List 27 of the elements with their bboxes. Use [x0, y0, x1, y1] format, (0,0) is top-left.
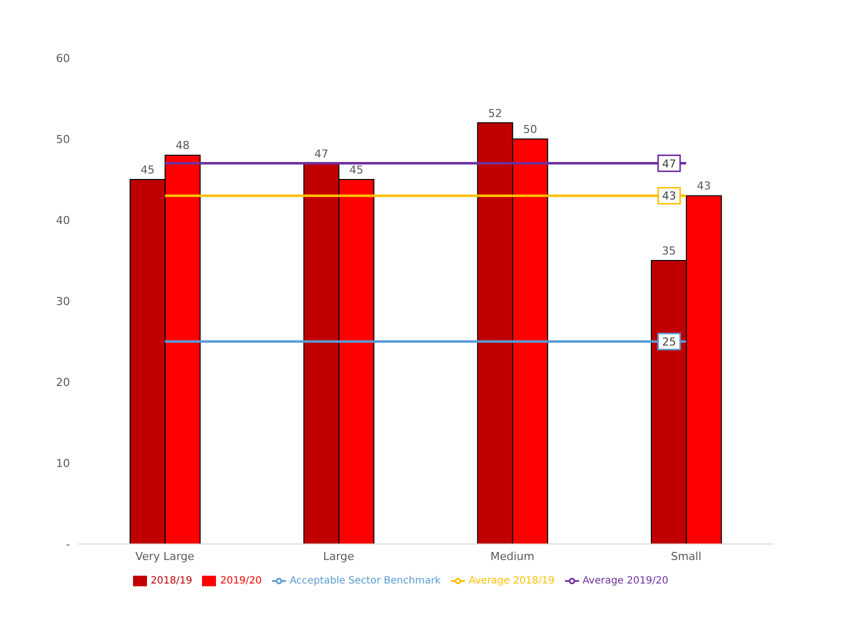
- y-tick-label: 40: [56, 214, 70, 227]
- x-tick-label: Medium: [490, 550, 534, 563]
- data-label: 45: [349, 164, 364, 176]
- y-tick-label: 60: [56, 52, 70, 65]
- legend-label: 2019/20: [220, 576, 262, 587]
- data-label: 25: [662, 336, 676, 348]
- x-tick-label: Small: [670, 550, 702, 563]
- x-tick-label: Very Large: [135, 550, 195, 563]
- data-label: 43: [662, 190, 676, 203]
- data-label: 47: [662, 157, 676, 170]
- data-label: 50: [523, 123, 538, 136]
- data-label: 45: [140, 164, 155, 176]
- data-label: 52: [488, 106, 502, 120]
- x-tick-label: Large: [323, 550, 354, 563]
- data-label: 35: [662, 244, 676, 258]
- y-tick-label: 50: [56, 132, 70, 146]
- y-tick-label: 20: [56, 376, 70, 389]
- legend-label: Average 2018/19: [468, 576, 555, 587]
- legend-label: 2018/19: [150, 576, 192, 587]
- data-label: 43: [696, 180, 711, 193]
- legend-label: Average 2019/20: [582, 576, 668, 587]
- data-label: 47: [314, 147, 328, 160]
- y-tick-label: -: [66, 538, 70, 551]
- y-tick-label: 10: [56, 456, 70, 470]
- legend-label: Acceptable Sector Benchmark: [290, 576, 441, 587]
- y-tick-label: 30: [56, 294, 70, 308]
- data-label: 48: [176, 139, 190, 152]
